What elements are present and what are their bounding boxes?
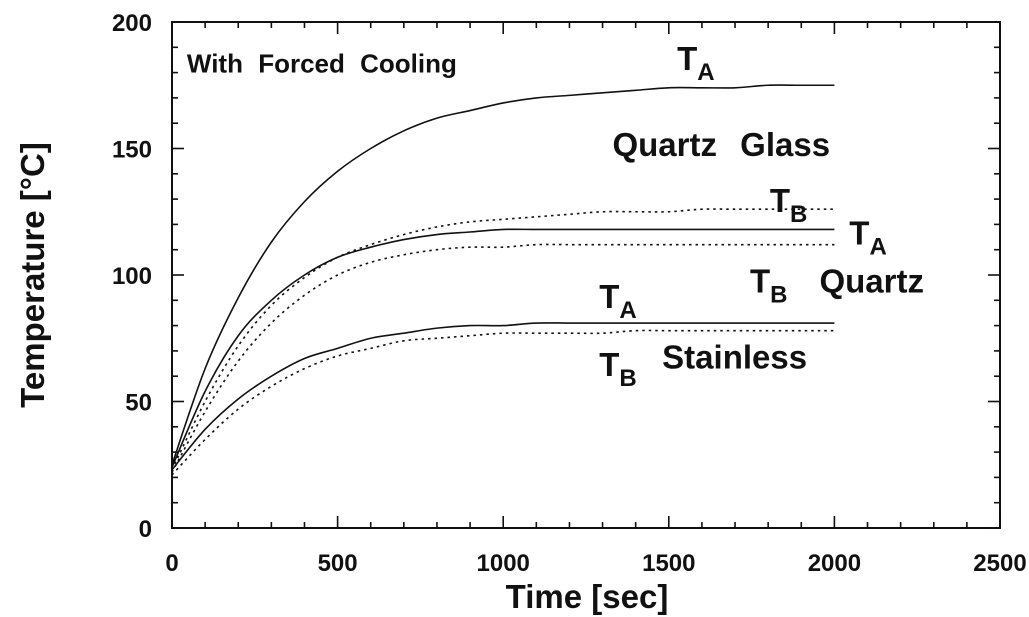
annotation-tb: TB bbox=[599, 346, 637, 392]
annotation-tb: TB bbox=[750, 263, 788, 309]
x-tick-label: 1000 bbox=[477, 550, 530, 577]
x-axis-ticks: 0 500 1000 1500 2000 2500 bbox=[165, 22, 1027, 577]
x-axis-label: Time [sec] bbox=[506, 578, 669, 615]
y-tick-label: 100 bbox=[112, 263, 152, 290]
series-line-3-solid bbox=[171, 228, 835, 468]
x-tick-label: 0 bbox=[165, 550, 178, 577]
annotation-label: Quartz bbox=[819, 263, 924, 300]
annotation-label: With Forced Cooling bbox=[187, 49, 457, 79]
y-axis-label: Temperature [°C] bbox=[14, 142, 51, 408]
x-tick-label: 2000 bbox=[808, 550, 861, 577]
annotation-label: Quartz Glass bbox=[612, 126, 830, 163]
annotation-tb: TB bbox=[770, 182, 808, 228]
series-line-6-dotted bbox=[171, 329, 835, 476]
x-tick-label: 500 bbox=[318, 550, 358, 577]
annotation-ta: TA bbox=[849, 215, 887, 261]
series-line-5-solid bbox=[171, 322, 835, 471]
y-tick-label: 200 bbox=[112, 10, 152, 37]
annotation-ta: TA bbox=[677, 40, 715, 86]
x-tick-label: 1500 bbox=[642, 550, 695, 577]
y-axis-ticks: 0 50 100 150 200 bbox=[112, 10, 1000, 543]
series-layer bbox=[171, 84, 835, 476]
x-tick-label: 2500 bbox=[973, 550, 1026, 577]
annotation-ta: TA bbox=[599, 278, 637, 324]
annotation-label: Stainless bbox=[662, 339, 807, 376]
y-tick-label: 50 bbox=[125, 390, 152, 417]
series-line-1-solid bbox=[171, 84, 835, 466]
y-tick-label: 0 bbox=[139, 516, 152, 543]
annotation-layer: With Forced Cooling TA Quartz Glass TB TA TB Q… bbox=[187, 40, 924, 392]
y-tick-label: 150 bbox=[112, 137, 152, 164]
series-line-2-dotted bbox=[171, 208, 835, 471]
